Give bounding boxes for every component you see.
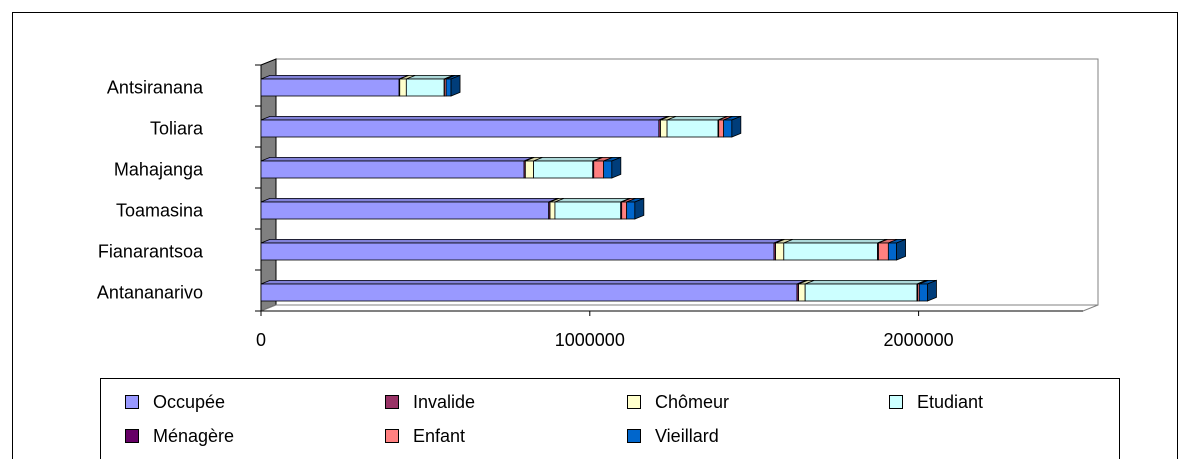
legend-swatch — [385, 429, 399, 443]
bar-segment — [718, 119, 725, 138]
bar-segment — [260, 78, 400, 97]
legend-label: Invalide — [413, 391, 476, 412]
bar-segment — [260, 119, 660, 138]
bar-segment — [626, 201, 636, 220]
bar-segment — [775, 242, 785, 261]
bar-end-face — [450, 74, 461, 97]
bar-segment-top — [260, 279, 807, 285]
legend-item: Invalide — [385, 392, 475, 412]
bar-segment-top — [533, 156, 602, 162]
side-wall — [260, 58, 277, 312]
bar-segment — [798, 283, 806, 302]
bar-segment — [723, 119, 733, 138]
bar-segment-top — [260, 75, 409, 80]
legend-item: Etudiant — [889, 392, 983, 412]
bar-end-face — [896, 238, 906, 261]
bar-segment-top — [783, 238, 887, 244]
bar-segment-top — [805, 279, 927, 285]
bar-segment — [621, 201, 628, 220]
bar-segment — [260, 242, 775, 261]
bar-segment — [533, 160, 594, 179]
bar-segment — [524, 160, 534, 179]
bar-segment — [804, 283, 918, 302]
bar-segment — [399, 78, 407, 97]
x-tick-label: 0 — [256, 330, 266, 350]
legend-label: Etudiant — [917, 391, 984, 412]
legend-label: Vieillard — [655, 425, 719, 446]
bar-segment — [260, 160, 525, 179]
bar-segment-top — [554, 197, 630, 203]
bar-segment — [593, 160, 605, 179]
legend-item: Ménagère — [125, 426, 234, 446]
bar-segment-top — [260, 156, 534, 162]
bar-segment — [260, 201, 550, 220]
y-tick-label: Antsiranana — [107, 78, 204, 98]
bar-segment — [666, 119, 719, 138]
x-tick-label: 2000000 — [884, 330, 954, 350]
y-tick-label: Toamasina — [116, 201, 204, 221]
bar-segment-top — [260, 238, 784, 244]
legend-label: Enfant — [413, 425, 466, 446]
bar-segment — [887, 242, 897, 261]
legend-item: Chômeur — [627, 392, 729, 412]
legend-item: Vieillard — [627, 426, 719, 446]
bar-segment — [405, 78, 445, 97]
bar-end-face — [634, 197, 645, 220]
legend-label: Occupée — [153, 391, 226, 412]
bar-end-face — [611, 156, 622, 179]
legend-label: Ménagère — [153, 425, 235, 446]
bar-segment — [554, 201, 622, 220]
bar-segment-top — [666, 116, 728, 121]
legend-item: Occupée — [125, 392, 225, 412]
x-tick-label: 1000000 — [555, 330, 625, 350]
bar-segment-top — [260, 116, 668, 121]
bar-end-face — [731, 115, 742, 138]
bar-segment-top — [260, 197, 558, 203]
bar-segment — [549, 201, 556, 220]
chart-plot: 0 1000000 2000000 Antsiranana Toliara Mahajan… — [97, 58, 1099, 350]
y-tick-label: Mahajanga — [114, 160, 204, 180]
y-tick-label: Fianarantsoa — [98, 242, 204, 262]
bar-segment — [260, 283, 798, 302]
chart-legend: Occupée Invalide Chômeur Etudiant Ménagère En… — [100, 378, 1120, 459]
legend-swatch — [627, 429, 641, 443]
bar-segment — [660, 119, 668, 138]
floor — [260, 304, 1099, 312]
bar-segment — [445, 78, 452, 97]
y-tick-label: Toliara — [150, 119, 204, 139]
legend-swatch — [125, 395, 139, 409]
bar-segment — [878, 242, 889, 261]
bar-end-face — [927, 279, 937, 302]
bar-segment — [603, 160, 613, 179]
bar-segment — [783, 242, 878, 261]
legend-item: Enfant — [385, 426, 465, 446]
legend-swatch — [627, 395, 641, 409]
legend-swatch — [889, 395, 903, 409]
y-tick-label: Antananarivo — [97, 283, 203, 303]
legend-swatch — [125, 429, 139, 443]
bar-segment — [918, 283, 928, 302]
legend-swatch — [385, 395, 399, 409]
legend-label: Chômeur — [655, 391, 730, 412]
